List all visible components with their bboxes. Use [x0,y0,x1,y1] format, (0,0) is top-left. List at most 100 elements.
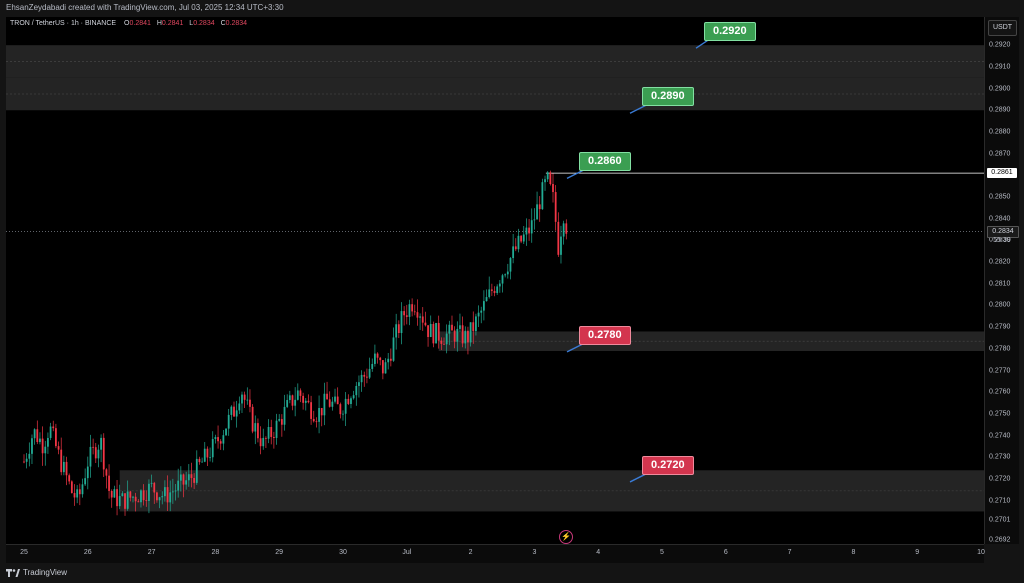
candle-body [443,343,445,345]
candle-body [201,461,204,463]
plot-area[interactable]: TRON / TetherUS · 1h · BINANCE O0.2841 H… [6,17,984,544]
candle-body [464,330,467,344]
candle-body [381,360,384,374]
candle-body [182,474,185,485]
price-tick-label: 0.2810 [989,280,1011,288]
time-tick-label: 27 [147,549,156,556]
candle-body [445,333,448,345]
candle-body [288,395,291,401]
price-label-red[interactable]: 0.2780 [579,325,631,345]
candle-body [419,316,421,318]
candle-body [456,328,459,342]
candle-body [501,275,504,284]
time-axis[interactable]: 25 26 27 28 29 30 Jul 2 3 4 5 6 7 8 9 10 [6,544,985,563]
candle-body [320,408,323,416]
candle-body [363,374,366,377]
candle-body [541,182,544,210]
candle-body [275,420,278,438]
time-tick-label: 25 [20,549,28,556]
price-label-green[interactable]: 0.2890 [642,87,694,107]
label-pointer [629,104,647,114]
brand-name: TradingView [23,568,68,577]
candle-body [498,283,501,287]
candlestick-chart[interactable] [6,17,984,544]
candle-body [480,310,483,313]
candle-body [299,390,302,396]
candle-body [315,421,318,423]
candle-body [169,492,172,503]
open-value: 0.2841 [129,20,151,27]
price-tick-label: 0.2820 [989,258,1011,266]
candle-body [78,489,81,495]
price-tick-label: 0.2701 [989,516,1011,524]
candle-body [233,406,235,417]
candle-body [405,315,408,317]
candle-body [145,500,148,501]
candle-body [350,398,352,404]
price-label-green[interactable]: 0.2860 [579,152,631,172]
candle-body [387,358,390,363]
candle-body [227,414,230,429]
candle-body [528,227,530,234]
candle-body [92,446,95,448]
close-value: 0.2834 [225,20,248,27]
candle-body [249,399,251,407]
candle-body [421,316,424,323]
candle-body [148,483,150,501]
candle-body [280,419,283,425]
label-pointer [695,39,709,49]
open-label: O [124,20,130,27]
candle-body [477,312,480,317]
close-label: C [220,20,226,27]
candle-body [358,382,360,386]
candle-body [97,449,100,459]
candle-body [60,449,63,473]
candle-body [55,428,57,447]
candle-body [100,437,102,450]
price-label-red[interactable]: 0.2720 [642,455,694,475]
candle-body [142,490,145,501]
currency-badge[interactable]: USDT [988,20,1017,36]
high-value: 0.2841 [161,20,184,27]
price-tick-label: 0.2920 [989,41,1011,49]
price-axis[interactable]: USDT 0.2920 0.2910 0.2900 0.2890 0.2880 0.287… [984,17,1019,544]
candle-body [31,438,33,454]
candle-body [235,410,238,417]
price-tick-label: 0.2870 [989,150,1011,158]
candle-body [156,492,158,501]
candle-body [246,399,249,401]
candle-body [512,246,515,259]
candle-body [342,413,344,415]
candle-body [132,496,134,498]
candle-body [57,446,60,450]
tradingview-brand[interactable]: TradingView [6,568,67,577]
symbol-title[interactable]: TRON / TetherUS · 1h · BINANCE [10,20,117,27]
candle-body [113,489,116,498]
price-tick-label: 0.2900 [989,85,1011,93]
time-tick-label: 30 [339,549,347,556]
time-tick-label: 28 [211,549,220,556]
candle-body [336,396,339,405]
candle-body [318,408,320,422]
candle-body [47,437,49,447]
time-tick-label: 7 [787,549,792,556]
high-label: H [156,20,162,27]
candle-body [323,393,326,416]
candle-body [118,496,121,507]
candle-body [28,453,31,459]
candle-body [23,461,25,463]
candle-body [562,223,565,237]
candle-body [222,435,225,444]
price-tick-label: 0.2800 [989,301,1011,309]
time-tick-label: 2 [468,549,473,556]
price-label-green[interactable]: 0.2920 [704,22,756,42]
candle-body [49,426,52,438]
candle-body [171,491,174,493]
candle-body [544,179,546,183]
replay-lightning-icon[interactable]: ⚡ [559,530,573,544]
candle-body [376,353,379,358]
candle-body [70,481,73,494]
candle-body [554,192,557,222]
candle-body [496,286,499,293]
candle-body [190,474,193,478]
